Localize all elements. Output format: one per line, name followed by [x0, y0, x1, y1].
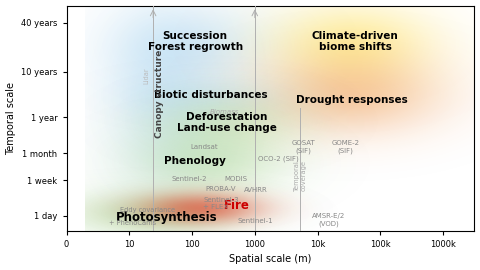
X-axis label: Spatial scale (m): Spatial scale (m) — [229, 254, 312, 264]
Text: OCO-2 (SIF): OCO-2 (SIF) — [258, 155, 299, 162]
Text: Sentinel-3: Sentinel-3 — [204, 197, 239, 203]
Text: Eddy covariance: Eddy covariance — [120, 207, 175, 213]
Text: MODIS: MODIS — [225, 176, 248, 181]
Text: Landsat: Landsat — [191, 144, 218, 150]
Text: Sentinel-2: Sentinel-2 — [172, 176, 207, 181]
Text: Sentinel-1: Sentinel-1 — [237, 218, 273, 224]
Text: + FLEX: + FLEX — [204, 204, 228, 211]
Text: Fire: Fire — [224, 199, 250, 212]
Text: Biomass: Biomass — [210, 109, 239, 115]
Text: Temporal
coverage: Temporal coverage — [293, 160, 306, 191]
Text: Canopy structure: Canopy structure — [155, 49, 164, 138]
Text: Deforestation
Land-use change: Deforestation Land-use change — [177, 112, 276, 133]
Y-axis label: Temporal scale: Temporal scale — [6, 82, 15, 155]
Text: + PhenoCams: + PhenoCams — [109, 220, 156, 226]
Text: Photosynthesis: Photosynthesis — [116, 211, 218, 224]
Text: AVHRR: AVHRR — [243, 187, 267, 193]
Text: PROBA-V: PROBA-V — [206, 186, 236, 192]
Text: GOME-2
(SIF): GOME-2 (SIF) — [332, 140, 360, 154]
Text: AMSR-E/2
(VOD): AMSR-E/2 (VOD) — [312, 214, 346, 227]
Text: Biotic disturbances: Biotic disturbances — [154, 90, 268, 100]
Text: Lidar: Lidar — [144, 68, 150, 84]
Text: Climate-driven
biome shifts: Climate-driven biome shifts — [312, 31, 398, 52]
Text: Phenology: Phenology — [164, 156, 226, 166]
Text: GOSAT
(SIF): GOSAT (SIF) — [292, 140, 316, 154]
Text: Succession
Forest regrowth: Succession Forest regrowth — [148, 31, 243, 52]
Text: Drought responses: Drought responses — [296, 95, 408, 105]
